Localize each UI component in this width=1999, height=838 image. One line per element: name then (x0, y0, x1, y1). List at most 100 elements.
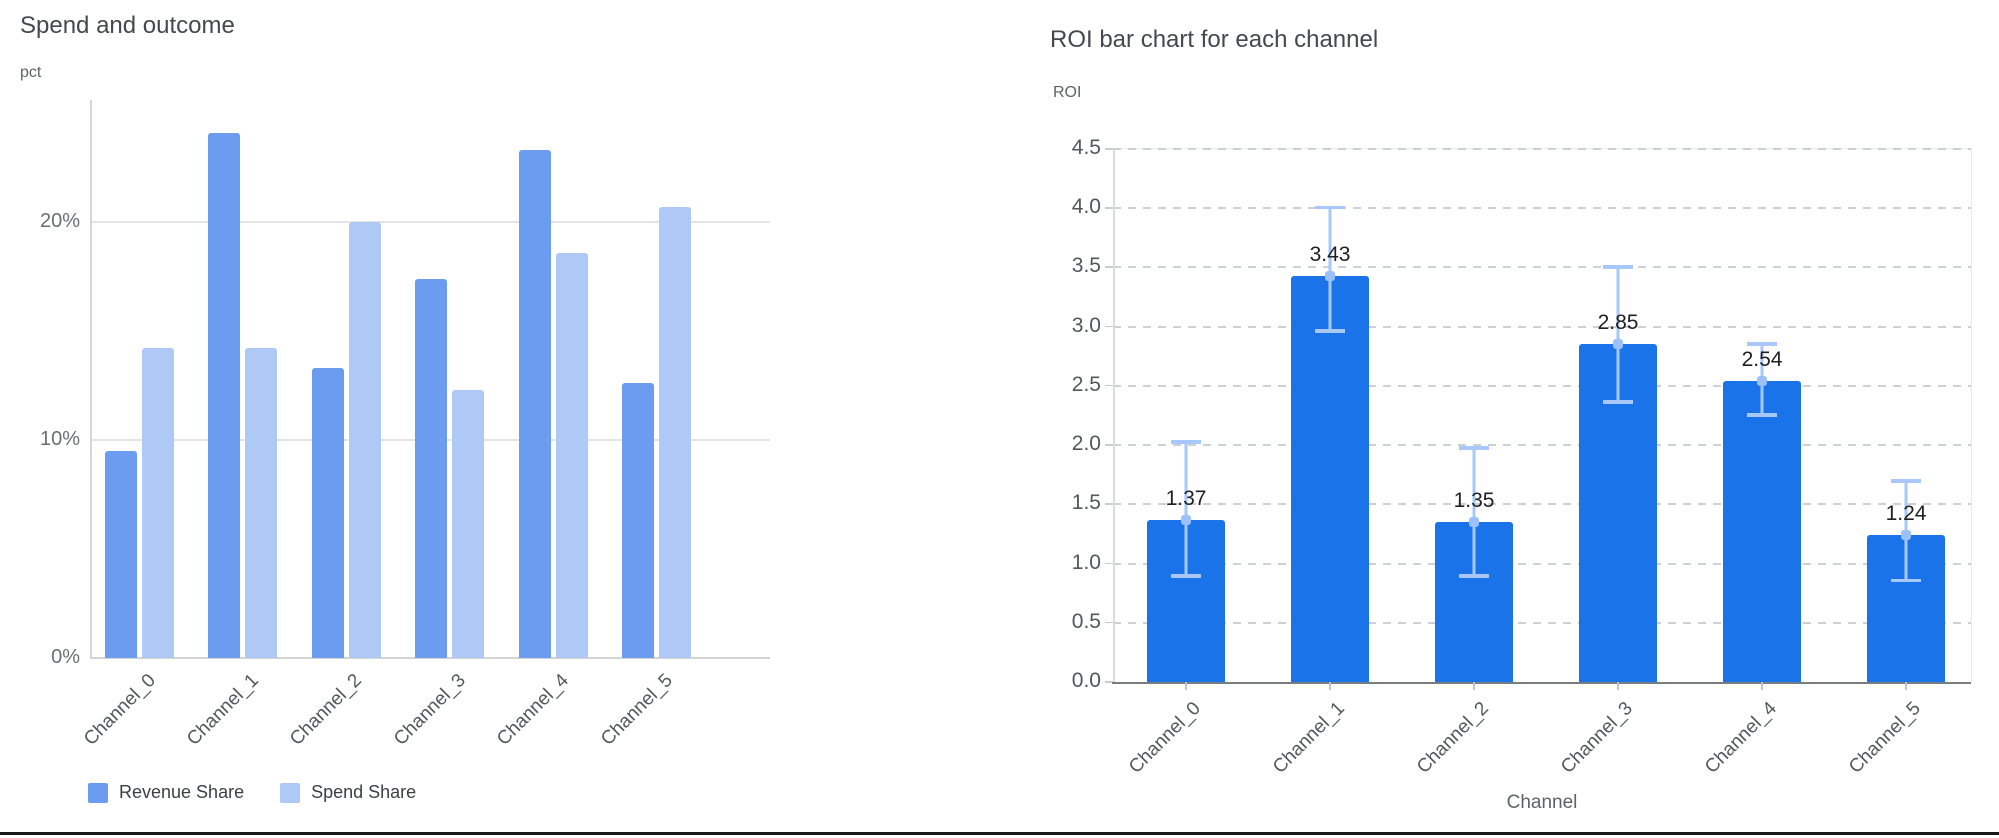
bottom-divider-line (0, 832, 1999, 835)
error-cap-top-channel_4 (1747, 342, 1777, 346)
left-chart-title: Spend and outcome (20, 12, 235, 39)
right-ytick-label-4.5: 4.5 (1071, 136, 1101, 159)
error-cap-top-channel_2 (1459, 446, 1489, 450)
roi-value-label-channel_4: 2.54 (1741, 348, 1783, 372)
error-bar-channel_1 (1315, 205, 1345, 333)
right-ytick-mark-2.5 (1105, 384, 1113, 387)
right-ytick-mark-2.0 (1105, 444, 1113, 446)
right-xtick-mark-channel_1 (1329, 682, 1331, 690)
left-chart-baseline (90, 657, 770, 659)
error-marker-channel_2 (1469, 517, 1479, 528)
error-cap-top-channel_0 (1171, 440, 1201, 444)
error-marker-channel_4 (1757, 376, 1767, 387)
left-xcat-label-channel_5: Channel_5 (596, 670, 677, 750)
right-chart-plot-area: 0.0 0.5 1.0 1.5 2.0 2.5 3.0 3.5 4.0 4.5 1.37 Channe… (1072, 136, 1972, 778)
bar-revenue-share-channel_5[interactable] (622, 383, 654, 658)
error-marker-channel_5 (1901, 530, 1911, 541)
left-ytick-label-20%: 20% (39, 210, 80, 233)
bar-spend-share-channel_3[interactable] (452, 389, 485, 658)
error-cap-top-channel_1 (1315, 205, 1345, 210)
error-cap-bottom-channel_3 (1603, 400, 1633, 404)
right-xtick-mark-channel_0 (1185, 682, 1187, 690)
bar-revenue-share-channel_1[interactable] (208, 132, 241, 658)
roi-value-label-channel_5: 1.24 (1885, 502, 1927, 526)
right-gridline-3.0 (1113, 325, 1971, 328)
error-bar-channel_3 (1603, 265, 1633, 404)
bar-spend-share-channel_0[interactable] (142, 348, 174, 658)
left-ytick-label-10%: 10% (39, 428, 80, 451)
error-marker-channel_0 (1181, 514, 1191, 525)
right-xcat-label-channel_2: Channel_2 (1413, 698, 1493, 778)
roi-value-label-channel_3: 2.85 (1597, 311, 1639, 335)
error-cap-bottom-channel_1 (1315, 329, 1345, 333)
error-whisker-channel_0 (1184, 440, 1188, 578)
right-gridline-4.0 (1113, 207, 1971, 210)
left-chart-y-axis-line (90, 100, 92, 658)
right-gridline-4.5 (1113, 148, 1971, 150)
right-xtick-mark-channel_3 (1617, 682, 1619, 690)
right-chart-title: ROI bar chart for each channel (1050, 26, 1379, 53)
right-xtick-mark-channel_2 (1473, 682, 1475, 690)
right-ytick-mark-1.5 (1105, 503, 1113, 505)
right-ytick-mark-3.0 (1105, 325, 1113, 328)
legend-item-spend-share: Spend Share (280, 782, 416, 803)
left-chart-y-unit-label: pct (20, 64, 42, 81)
right-chart-baseline (1112, 682, 1971, 684)
right-xcat-label-channel_0: Channel_0 (1125, 698, 1205, 778)
error-marker-channel_1 (1325, 270, 1335, 281)
bar-spend-share-channel_4[interactable] (555, 252, 588, 658)
right-ytick-mark-0.5 (1105, 621, 1113, 624)
left-chart-legend: Revenue Share Spend Share (88, 782, 416, 803)
right-xcat-label-channel_5: Channel_5 (1845, 698, 1925, 778)
right-ytick-label-2.0: 2.0 (1071, 432, 1101, 456)
right-ytick-label-1.5: 1.5 (1071, 491, 1101, 515)
bar-revenue-share-channel_4[interactable] (518, 150, 551, 658)
right-ytick-label-3.5: 3.5 (1071, 254, 1101, 278)
roi-bar-channel_1[interactable] (1291, 275, 1369, 682)
left-xcat-label-channel_0: Channel_0 (79, 670, 160, 750)
left-gridline-20% (90, 221, 770, 223)
roi-value-label-channel_1: 3.43 (1309, 242, 1351, 266)
bar-spend-share-channel_5[interactable] (659, 206, 691, 658)
left-xcat-label-channel_1: Channel_1 (182, 670, 263, 750)
bar-revenue-share-channel_0[interactable] (105, 450, 137, 658)
right-chart-y-unit-label: ROI (1053, 84, 1082, 101)
error-bar-channel_0 (1171, 440, 1201, 578)
error-whisker-channel_2 (1472, 446, 1476, 578)
right-ytick-label-1.0: 1.0 (1071, 550, 1101, 574)
right-ytick-label-0.0: 0.0 (1071, 669, 1101, 692)
right-ytick-mark-3.5 (1105, 266, 1113, 268)
right-xcat-label-channel_1: Channel_1 (1269, 698, 1349, 778)
right-ytick-mark-4.5 (1105, 148, 1113, 150)
error-cap-bottom-channel_2 (1459, 574, 1489, 578)
right-chart-x-axis-title: Channel (1506, 792, 1578, 813)
right-ytick-mark-0.0 (1105, 681, 1113, 683)
legend-label-spend-share: Spend Share (311, 782, 417, 802)
right-xtick-mark-channel_5 (1905, 682, 1907, 690)
error-bar-channel_2 (1459, 446, 1489, 578)
left-ytick-label-0%: 0% (51, 646, 80, 668)
error-cap-bottom-channel_4 (1747, 413, 1777, 417)
right-ytick-label-4.0: 4.0 (1071, 195, 1101, 219)
bar-revenue-share-channel_2[interactable] (311, 368, 344, 658)
legend-label-revenue-share: Revenue Share (119, 782, 245, 802)
roi-bar-channel_4[interactable] (1723, 381, 1801, 682)
right-xcat-label-channel_3: Channel_3 (1557, 698, 1637, 778)
right-gridline-2.5 (1113, 384, 1971, 387)
left-chart-plot-area: 0% 10% 20% Channel_0 Channel_1 Channel_2 Chann… (40, 100, 770, 750)
bar-revenue-share-channel_3[interactable] (415, 278, 448, 658)
left-xcat-label-channel_2: Channel_2 (286, 670, 367, 750)
bar-spend-share-channel_1[interactable] (245, 348, 278, 658)
right-ytick-mark-4.0 (1105, 207, 1113, 209)
error-cap-top-channel_3 (1603, 265, 1633, 269)
right-gridline-2.0 (1113, 444, 1971, 447)
bar-spend-share-channel_2[interactable] (348, 222, 381, 658)
left-xcat-label-channel_4: Channel_4 (493, 670, 573, 750)
right-xcat-label-channel_4: Channel_4 (1701, 698, 1781, 778)
error-whisker-channel_1 (1328, 205, 1332, 333)
right-gridline-0.5 (1113, 621, 1971, 624)
error-marker-channel_3 (1613, 339, 1623, 350)
roi-value-label-channel_0: 1.37 (1165, 486, 1207, 510)
error-cap-bottom-channel_0 (1171, 574, 1201, 578)
